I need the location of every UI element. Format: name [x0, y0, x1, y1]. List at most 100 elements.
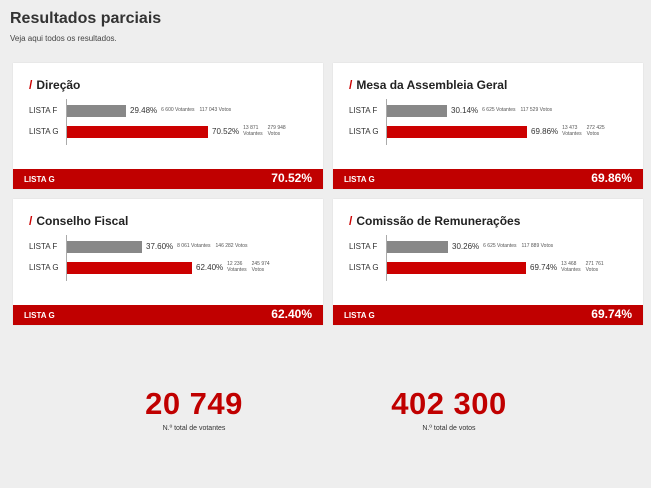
voters-count: 13 468 Votantes	[561, 261, 580, 273]
voters-number: 13 871	[243, 125, 259, 131]
winner-list-label: LISTA G	[344, 311, 375, 320]
title-slash: /	[29, 78, 33, 92]
bar-texts: 69.74% 13 468 Votantes 271 761 Votos	[530, 261, 609, 273]
votes-word: Votos	[585, 267, 599, 273]
voters-count: 12 236 Votantes	[227, 261, 246, 273]
winner-percentage: 69.86%	[591, 171, 632, 185]
result-bar	[67, 262, 192, 274]
list-label: LISTA F	[29, 106, 58, 115]
list-label: LISTA G	[29, 127, 59, 136]
bar-axis-line	[66, 99, 67, 145]
bar-texts: 62.40% 12 236 Votantes 245 974 Votos	[196, 261, 275, 273]
votes-count: 279 948 Votos	[268, 125, 286, 137]
voters-count: 6 625 Votantes	[482, 107, 516, 113]
bar-texts: 37.60% 8 061 Votantes 146 282 Votos	[146, 240, 253, 251]
total-voters-label: N.º total de votantes	[162, 425, 226, 432]
votes-count: 117 529 Votos	[520, 107, 553, 113]
result-row-lista-g: LISTA G 62.40% 12 236 Votantes 245 974 Vot…	[13, 260, 323, 276]
card-title: / Comissão de Remunerações	[349, 214, 520, 228]
result-row-lista-f: LISTA F 29.48% 6 600 Votantes 117 043 Vo…	[13, 103, 323, 119]
winner-percentage: 62.40%	[271, 307, 312, 321]
result-bar	[67, 105, 126, 117]
card-title: / Direção	[29, 78, 80, 92]
result-bar	[67, 241, 142, 253]
bar-percentage: 70.52%	[212, 127, 240, 136]
votes-count: 245 974 Votos	[252, 261, 270, 273]
winner-list-label: LISTA G	[344, 175, 375, 184]
results-card-conselho-fiscal: / Conselho Fiscal LISTA F 37.60% 8 061 Vo…	[13, 199, 323, 325]
bar-texts: 29.48% 6 600 Votantes 117 043 Votos	[130, 104, 236, 115]
bar-percentage: 30.14%	[451, 106, 479, 115]
winner-band: LISTA G 69.86%	[333, 169, 643, 189]
card-title-text: Direção	[36, 78, 81, 92]
total-voters-value: 20 749	[145, 386, 243, 421]
list-label: LISTA G	[349, 263, 379, 272]
voters-count: 13 871 Votantes	[243, 125, 262, 137]
bar-axis-line	[386, 235, 387, 281]
votes-count: 146 282 Votos	[215, 243, 248, 249]
total-votes-value: 402 300	[391, 386, 507, 421]
result-row-lista-g: LISTA G 69.86% 13 473 Votantes 272 425 Vot…	[333, 124, 643, 140]
result-bar	[387, 105, 447, 117]
page-subtitle: Veja aqui todos os resultados.	[10, 34, 117, 43]
votes-number: 271 761	[585, 261, 604, 267]
bar-texts: 70.52% 13 871 Votantes 279 948 Votos	[212, 125, 291, 137]
card-title: / Mesa da Assembleia Geral	[349, 78, 507, 92]
result-row-lista-f: LISTA F 30.14% 6 625 Votantes 117 529 Vo…	[333, 103, 643, 119]
winner-band: LISTA G 62.40%	[13, 305, 323, 325]
bar-percentage: 62.40%	[196, 263, 224, 272]
votes-word: Votos	[267, 131, 281, 137]
result-row-lista-g: LISTA G 69.74% 13 468 Votantes 271 761 Vot…	[333, 260, 643, 276]
bar-texts: 69.86% 13 473 Votantes 272 425 Votos	[531, 125, 610, 137]
result-bar	[387, 262, 526, 274]
votes-count: 117 043 Votos	[199, 107, 232, 113]
card-title-text: Conselho Fiscal	[36, 214, 129, 228]
page-title: Resultados parciais	[10, 10, 162, 27]
voters-word: Votantes	[561, 267, 581, 273]
title-slash: /	[349, 78, 353, 92]
voters-count: 13 473 Votantes	[562, 125, 581, 137]
bar-percentage: 29.48%	[130, 106, 158, 115]
winner-band: LISTA G 70.52%	[13, 169, 323, 189]
results-card-comissao-remuneracoes: / Comissão de Remunerações LISTA F 30.26%…	[333, 199, 643, 325]
votes-count: 271 761 Votos	[586, 261, 604, 273]
card-title-text: Mesa da Assembleia Geral	[356, 78, 508, 92]
voters-number: 13 468	[561, 261, 577, 267]
result-bar	[67, 126, 208, 138]
winner-list-label: LISTA G	[24, 311, 55, 320]
votes-number: 245 974	[251, 261, 270, 267]
result-row-lista-g: LISTA G 70.52% 13 871 Votantes 279 948 Vot…	[13, 124, 323, 140]
bar-percentage: 69.74%	[530, 263, 558, 272]
bar-texts: 30.14% 6 625 Votantes 117 529 Votos	[451, 104, 557, 115]
votes-number: 279 948	[267, 125, 286, 131]
bar-percentage: 30.26%	[452, 242, 480, 251]
winner-percentage: 70.52%	[271, 171, 312, 185]
result-row-lista-f: LISTA F 30.26% 6 625 Votantes 117 889 Vo…	[333, 239, 643, 255]
title-slash: /	[29, 214, 33, 228]
results-card-mesa-assembleia-geral: / Mesa da Assembleia Geral LISTA F 30.14%…	[333, 63, 643, 189]
list-label: LISTA F	[349, 242, 378, 251]
bar-axis-line	[386, 99, 387, 145]
bar-axis-line	[66, 235, 67, 281]
votes-count: 272 425 Votos	[587, 125, 605, 137]
voters-number: 12 236	[227, 261, 243, 267]
results-card-direcao: / Direção LISTA F 29.48% 6 600 Votantes 1…	[13, 63, 323, 189]
bar-texts: 30.26% 6 625 Votantes 117 889 Votos	[452, 240, 558, 251]
total-votes-label: N.º total de votos	[422, 425, 476, 432]
voters-word: Votantes	[243, 131, 263, 137]
votes-word: Votos	[251, 267, 265, 273]
voters-word: Votantes	[227, 267, 247, 273]
list-label: LISTA F	[29, 242, 58, 251]
card-title: / Conselho Fiscal	[29, 214, 128, 228]
bar-percentage: 37.60%	[146, 242, 174, 251]
winner-list-label: LISTA G	[24, 175, 55, 184]
votes-word: Votos	[586, 131, 600, 137]
list-label: LISTA G	[349, 127, 379, 136]
votes-count: 117 889 Votos	[521, 243, 554, 249]
winner-percentage: 69.74%	[591, 307, 632, 321]
result-bar	[387, 126, 527, 138]
result-row-lista-f: LISTA F 37.60% 8 061 Votantes 146 282 Vo…	[13, 239, 323, 255]
votes-number: 272 425	[586, 125, 605, 131]
voters-word: Votantes	[562, 131, 582, 137]
card-title-text: Comissão de Remunerações	[356, 214, 521, 228]
